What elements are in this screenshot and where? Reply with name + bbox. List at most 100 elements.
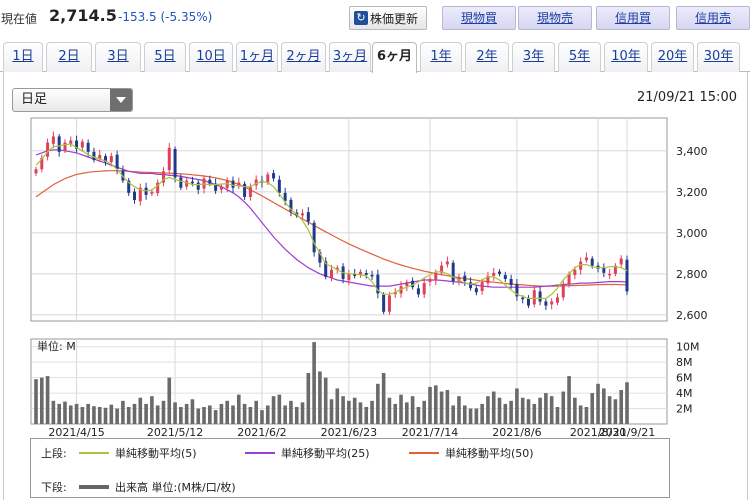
tab-2y[interactable]: 2年	[465, 42, 509, 72]
margin-sell-button[interactable]: 信用売	[676, 6, 750, 30]
volume-bar	[480, 403, 484, 424]
tab-1d[interactable]: 1日	[3, 42, 43, 72]
current-price-label: 現在値	[1, 12, 38, 26]
volume-bar	[254, 400, 258, 424]
volume-bar	[602, 388, 606, 424]
candle-body	[272, 173, 276, 179]
price-y-tick-label: 3,200	[676, 186, 708, 199]
volume-bar	[115, 408, 119, 424]
tab-2d[interactable]: 2日	[46, 42, 92, 72]
candle-body	[393, 292, 397, 295]
volume-bar	[590, 393, 595, 424]
x-tick-label: 2021/4/15	[48, 426, 104, 439]
candle-body	[243, 183, 247, 197]
candle-body	[561, 285, 565, 298]
volume-bar	[138, 397, 143, 424]
volume-bar	[126, 407, 131, 424]
tab-5y[interactable]: 5年	[558, 42, 601, 72]
candle-body	[527, 298, 530, 306]
tab-2m[interactable]: 2ヶ月	[281, 42, 326, 72]
current-price-value: 2,714.5	[49, 6, 117, 25]
candle-body	[34, 169, 38, 174]
volume-bar	[219, 403, 224, 424]
volume-bar	[260, 410, 264, 424]
x-tick-label: 2021/5/12	[147, 426, 203, 439]
volume-bar	[63, 401, 67, 424]
volume-bar	[190, 399, 195, 424]
cash-sell-button[interactable]: 現物売	[518, 6, 592, 30]
cash-buy-button[interactable]: 現物買	[442, 6, 516, 30]
volume-bar	[376, 383, 380, 424]
tab-3d[interactable]: 3日	[95, 42, 141, 72]
candle-body	[156, 182, 160, 194]
tab-3y[interactable]: 3年	[512, 42, 555, 72]
volume-bar	[433, 385, 438, 424]
candle-body	[312, 222, 316, 253]
volume-bar	[318, 371, 322, 424]
volume-bar	[457, 396, 461, 424]
volume-bar	[45, 376, 50, 424]
candle-body	[469, 282, 473, 289]
volume-bar	[405, 402, 409, 424]
candle-body	[480, 282, 484, 292]
tab-1y[interactable]: 1年	[420, 42, 462, 72]
x-tick-label: 2021/9/21	[599, 426, 655, 439]
legend-volume-label: 出来高 単位:(M株/口/枚)	[115, 481, 236, 494]
candle-body	[254, 179, 258, 186]
volume-bar	[231, 405, 235, 424]
chart-panel	[3, 72, 748, 500]
tab-5d[interactable]: 5日	[144, 42, 186, 72]
volume-bar	[445, 390, 450, 424]
candle-body	[225, 180, 229, 188]
candle-body	[104, 156, 108, 163]
candle-body	[364, 273, 368, 275]
volume-bar	[155, 405, 160, 424]
tab-10d[interactable]: 10日	[189, 42, 233, 72]
candle-body	[190, 181, 194, 184]
candle-body	[440, 265, 444, 273]
volume-bar	[213, 410, 218, 424]
candle-body	[69, 140, 73, 144]
candle-body	[474, 288, 478, 293]
candle-body	[185, 180, 189, 187]
volume-bar	[410, 396, 415, 424]
candle-body	[579, 261, 583, 270]
update-price-button[interactable]: ↻ 株価更新	[349, 6, 427, 30]
candle-body	[457, 276, 461, 282]
tab-20y[interactable]: 20年	[651, 42, 694, 72]
legend-ma50-label: 単純移動平均(50)	[445, 447, 534, 460]
candle-body	[486, 275, 490, 284]
volume-bar	[364, 407, 369, 424]
legend-ma50: 単純移動平均(50)	[409, 445, 534, 461]
tab-3m[interactable]: 3ヶ月	[329, 42, 371, 72]
volume-bar	[248, 407, 253, 424]
price-y-axis: 3,400 3,200 3,000 2,800 2,600	[676, 145, 708, 322]
volume-bar	[39, 377, 44, 424]
legend-ma5: 単純移動平均(5)	[79, 445, 197, 461]
period-select[interactable]: 日足	[12, 88, 133, 112]
candle-body	[248, 186, 252, 197]
margin-buy-button[interactable]: 信用買	[596, 6, 670, 30]
tab-1m[interactable]: 1ヶ月	[236, 42, 278, 72]
price-y-tick-label: 3,000	[676, 227, 708, 240]
volume-bar	[294, 407, 299, 424]
volume-bar	[503, 403, 508, 424]
volume-bar	[80, 407, 85, 424]
tab-6m[interactable]: 6ヶ月	[372, 42, 417, 73]
tab-30y[interactable]: 30年	[697, 42, 740, 72]
candle-body	[358, 271, 362, 275]
candle-body	[353, 273, 357, 276]
tab-10y[interactable]: 10年	[604, 42, 648, 72]
candle-body	[590, 258, 594, 266]
candle-body	[509, 278, 513, 286]
candle-body	[266, 174, 270, 183]
volume-y-tick-label: 6M	[676, 372, 693, 385]
volume-bar	[184, 403, 189, 424]
candle-body	[411, 280, 415, 288]
candle-body	[584, 257, 588, 261]
candle-body	[324, 261, 328, 277]
volume-bar	[161, 400, 166, 424]
candle-body	[445, 261, 449, 265]
price-y-tick-label: 2,800	[676, 268, 708, 281]
volume-bar	[109, 404, 114, 424]
